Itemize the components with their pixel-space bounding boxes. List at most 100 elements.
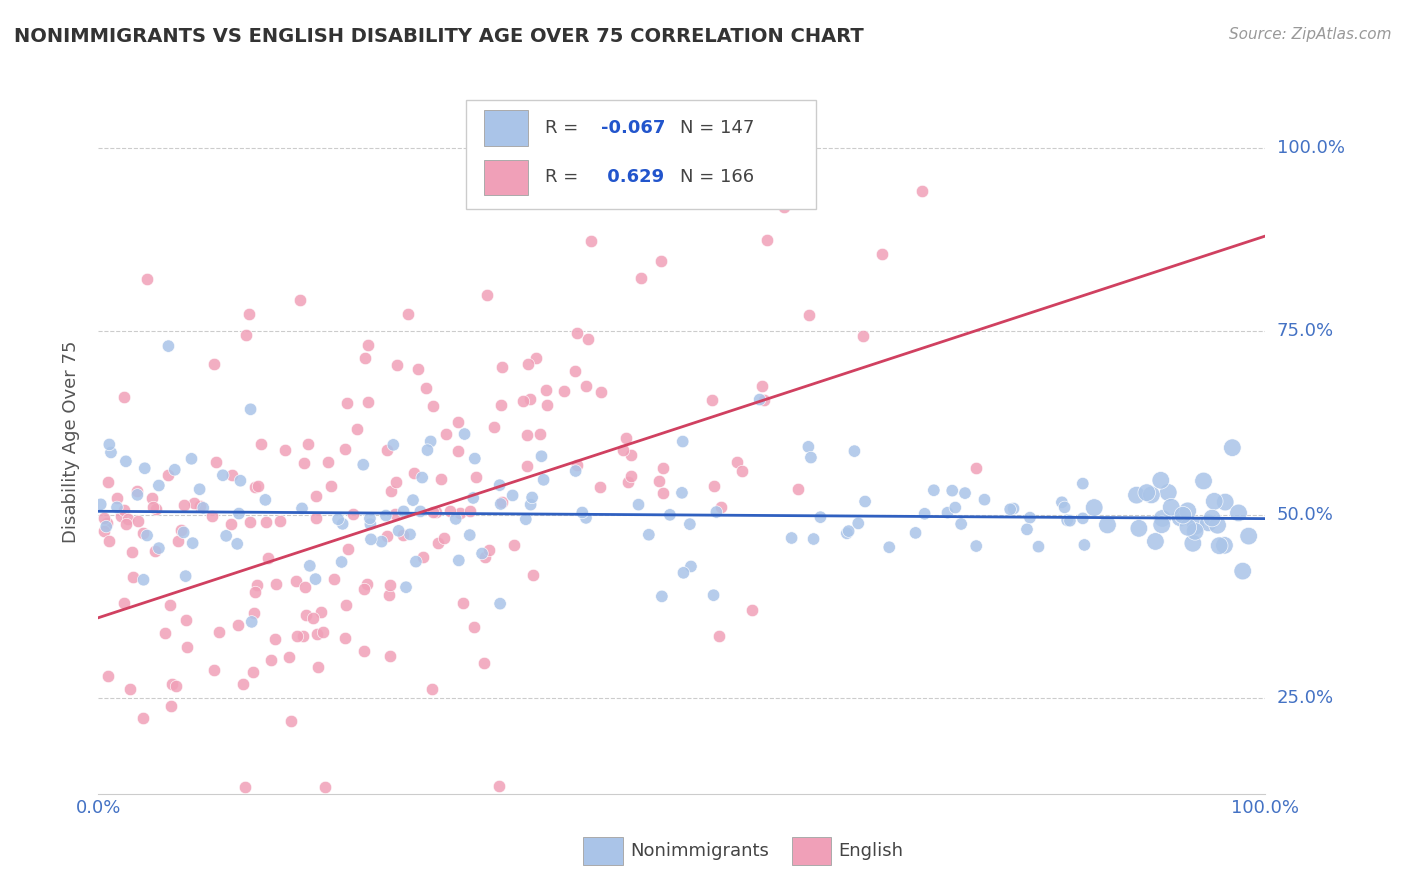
Point [911, 184, 934, 198]
Point [226, 537, 249, 551]
Point [132, 573, 155, 587]
Point [1002, 501, 1025, 516]
Point [200, 508, 222, 523]
Point [520, 491, 543, 505]
Point [105, 491, 128, 505]
Point [471, 547, 494, 561]
Point [415, 381, 437, 395]
Point [142, 500, 165, 515]
FancyBboxPatch shape [465, 100, 815, 209]
Point [1028, 540, 1050, 554]
Point [449, 506, 471, 520]
Point [305, 627, 328, 641]
Point [652, 486, 675, 500]
Point [301, 611, 323, 625]
Point [1201, 511, 1223, 525]
Point [359, 511, 381, 525]
Point [1071, 511, 1094, 525]
Point [953, 486, 976, 500]
Point [170, 524, 193, 538]
Point [173, 525, 195, 540]
Point [852, 329, 875, 343]
Point [1220, 441, 1243, 455]
Point [800, 450, 823, 465]
Point [245, 480, 267, 494]
Point [576, 332, 599, 346]
Point [973, 492, 995, 507]
Point [484, 420, 506, 434]
Point [579, 234, 602, 248]
FancyBboxPatch shape [484, 111, 527, 145]
Text: 0.629: 0.629 [602, 169, 665, 186]
Point [112, 596, 135, 610]
Point [1019, 510, 1042, 524]
Point [709, 629, 731, 643]
Point [342, 507, 364, 521]
Point [360, 533, 382, 547]
Point [950, 516, 973, 531]
Point [395, 580, 418, 594]
Point [773, 200, 796, 214]
Point [1184, 524, 1206, 539]
Point [1213, 538, 1236, 552]
Point [536, 398, 558, 412]
Point [335, 442, 357, 456]
Point [145, 502, 167, 516]
Point [294, 580, 316, 594]
Point [193, 500, 215, 515]
Point [326, 512, 349, 526]
Point [165, 679, 187, 693]
Point [463, 491, 485, 505]
Point [502, 538, 524, 552]
Point [647, 474, 669, 488]
Point [652, 461, 675, 475]
Point [307, 660, 329, 674]
Text: NONIMMIGRANTS VS ENGLISH DISABILITY AGE OVER 75 CORRELATION CHART: NONIMMIGRANTS VS ENGLISH DISABILITY AGE … [14, 27, 863, 45]
Point [100, 445, 122, 459]
Point [530, 450, 553, 464]
Point [1128, 521, 1150, 535]
Text: 50.0%: 50.0% [1277, 506, 1333, 524]
Point [904, 525, 927, 540]
Point [475, 287, 498, 301]
Point [474, 550, 496, 565]
Point [239, 402, 262, 417]
Point [132, 711, 155, 725]
Point [1083, 500, 1105, 515]
Point [122, 569, 145, 583]
Point [1015, 522, 1038, 536]
Point [93, 510, 115, 524]
Point [242, 665, 264, 679]
Point [700, 392, 723, 407]
Point [173, 498, 195, 512]
Point [489, 497, 512, 511]
Point [166, 533, 188, 548]
Point [463, 620, 485, 634]
Point [391, 528, 413, 542]
Point [1056, 513, 1078, 527]
Point [298, 558, 321, 573]
Point [96, 516, 118, 530]
Point [176, 640, 198, 654]
Point [333, 631, 356, 645]
Point [148, 478, 170, 492]
Point [1237, 529, 1260, 543]
Point [1171, 508, 1194, 523]
Point [1152, 511, 1174, 525]
Point [529, 426, 551, 441]
Point [346, 422, 368, 436]
Point [382, 438, 405, 452]
Point [405, 555, 427, 569]
Point [392, 504, 415, 518]
Point [411, 470, 433, 484]
Text: -0.067: -0.067 [602, 119, 666, 137]
Point [97, 533, 120, 548]
Point [98, 437, 121, 451]
Point [1160, 500, 1182, 515]
Point [589, 480, 612, 494]
Point [1125, 488, 1147, 502]
Text: Nonimmigrants: Nonimmigrants [630, 842, 769, 860]
Point [922, 483, 945, 498]
Point [388, 524, 411, 538]
Point [188, 499, 211, 513]
